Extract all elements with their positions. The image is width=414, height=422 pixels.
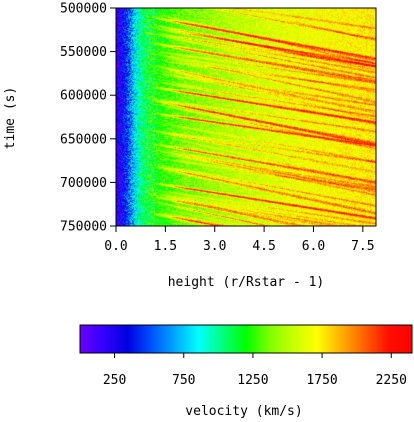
colorbar-tick-label: 1250 bbox=[237, 373, 268, 388]
colorbar: 250 750 1250 1750 2250 velocity (km/s) bbox=[79, 324, 413, 419]
velocity-heatmap bbox=[116, 8, 376, 226]
y-tick-label: 600000 bbox=[60, 89, 107, 104]
x-tick-label: 7.5 bbox=[351, 239, 374, 254]
x-axis: 0.0 1.5 3.0 4.5 6.0 7.5 bbox=[104, 226, 375, 254]
main-plot: 0.0 1.5 3.0 4.5 6.0 7.5 500000 550000 600000 650… bbox=[3, 2, 377, 290]
x-tick-label: 3.0 bbox=[203, 239, 226, 254]
x-axis-label: height (r/Rstar - 1) bbox=[168, 275, 325, 290]
y-axis-label: time (s) bbox=[3, 87, 18, 150]
x-tick-label: 0.0 bbox=[104, 239, 127, 254]
y-axis: 500000 550000 600000 650000 700000 750000 bbox=[60, 2, 116, 235]
y-tick-label: 700000 bbox=[60, 176, 107, 191]
x-tick-label: 1.5 bbox=[154, 239, 177, 254]
y-tick-label: 500000 bbox=[60, 2, 107, 17]
colorbar-tick-label: 750 bbox=[172, 373, 195, 388]
y-tick-label: 550000 bbox=[60, 45, 107, 60]
colorbar-ticks: 250 750 1250 1750 2250 bbox=[103, 353, 407, 388]
colorbar-tick-label: 250 bbox=[103, 373, 126, 388]
y-tick-label: 750000 bbox=[60, 220, 107, 235]
colorbar-frame bbox=[79, 324, 413, 354]
colorbar-label: velocity (km/s) bbox=[185, 404, 302, 419]
plot-frame bbox=[115, 7, 377, 227]
colorbar-gradient bbox=[80, 325, 412, 353]
colorbar-tick-label: 1750 bbox=[306, 373, 337, 388]
y-tick-label: 650000 bbox=[60, 132, 107, 147]
x-tick-label: 4.5 bbox=[252, 239, 275, 254]
colorbar-tick-label: 2250 bbox=[376, 373, 407, 388]
x-tick-label: 6.0 bbox=[302, 239, 325, 254]
